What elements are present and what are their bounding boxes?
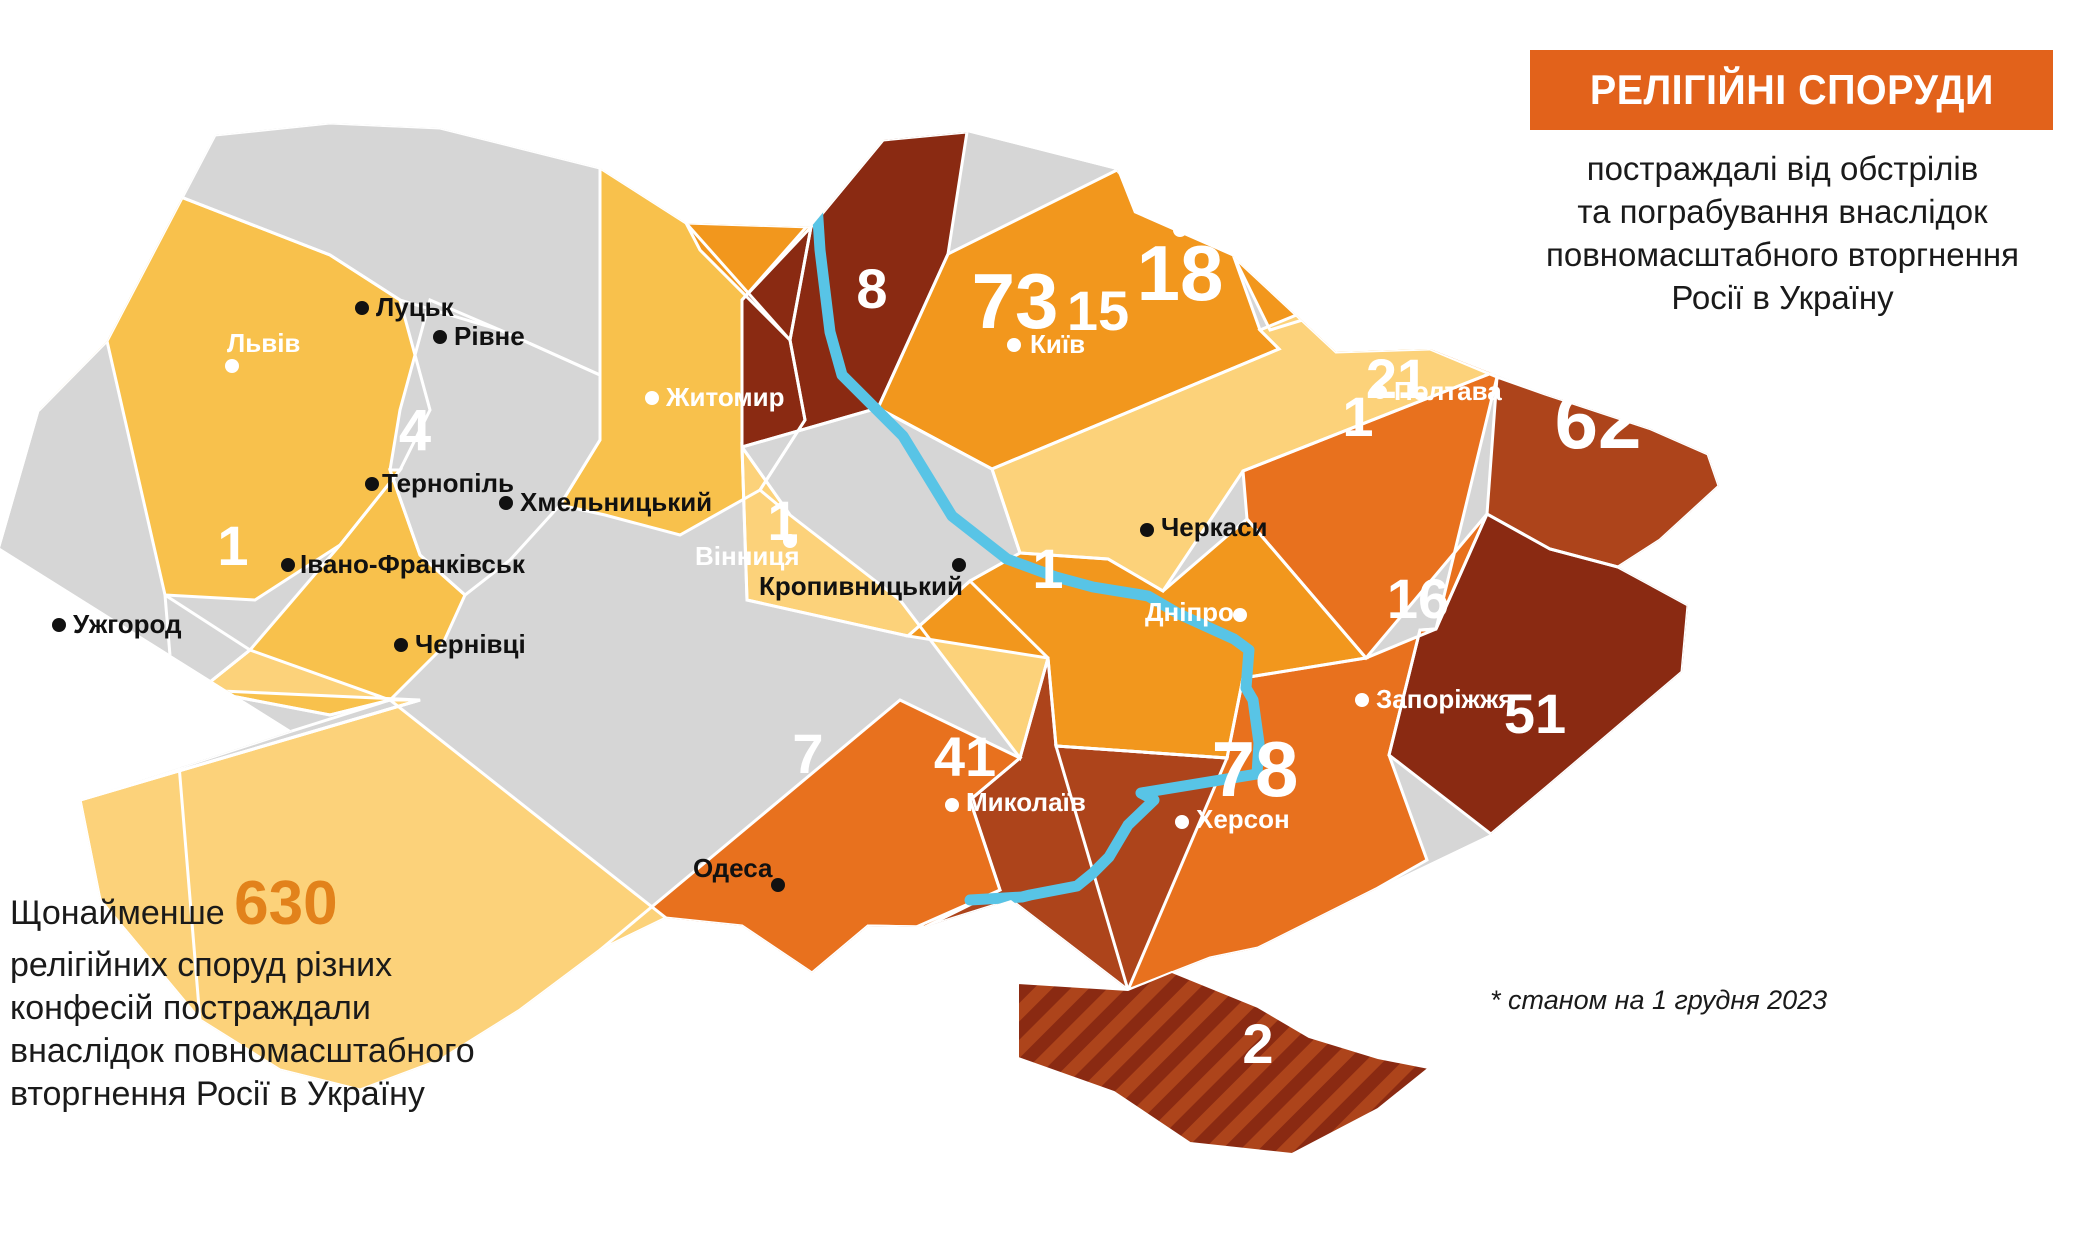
- svg-text:Кропивницький: Кропивницький: [759, 571, 963, 601]
- svg-text:62: 62: [1555, 377, 1642, 465]
- svg-text:Черкаси: Черкаси: [1161, 512, 1268, 542]
- svg-text:18: 18: [1137, 229, 1224, 317]
- svg-text:1: 1: [767, 489, 798, 552]
- svg-text:Львів: Львів: [227, 328, 300, 358]
- svg-text:21: 21: [1366, 347, 1428, 410]
- svg-text:Чернівці: Чернівці: [415, 629, 526, 659]
- svg-text:Ужгород: Ужгород: [73, 609, 182, 639]
- svg-text:8: 8: [856, 257, 887, 320]
- svg-text:16: 16: [1387, 567, 1449, 630]
- svg-text:83: 83: [1795, 357, 1882, 445]
- svg-text:Івано-Франківськ: Івано-Франківськ: [300, 549, 526, 579]
- svg-text:Луцьк: Луцьк: [376, 292, 455, 322]
- svg-text:146: 146: [1713, 551, 1843, 639]
- svg-text:Житомир: Житомир: [665, 382, 785, 412]
- svg-text:Луганськ: Луганськ: [1838, 553, 1956, 583]
- svg-text:Рівне: Рівне: [454, 321, 525, 351]
- svg-text:1: 1: [217, 514, 248, 577]
- svg-text:1: 1: [1032, 537, 1063, 600]
- svg-text:Запоріжжя: Запоріжжя: [1376, 684, 1513, 714]
- svg-text:7: 7: [792, 722, 823, 785]
- svg-text:Чернігів: Чернігів: [1190, 196, 1296, 226]
- svg-text:Тернопіль: Тернопіль: [382, 468, 514, 498]
- svg-text:41: 41: [934, 725, 996, 788]
- svg-text:15: 15: [1067, 279, 1129, 342]
- svg-text:Хмельницький: Хмельницький: [520, 487, 712, 517]
- svg-text:Дніпро: Дніпро: [1145, 597, 1234, 627]
- svg-text:51: 51: [1504, 682, 1566, 745]
- svg-text:73: 73: [972, 257, 1059, 345]
- svg-text:2: 2: [1242, 1012, 1273, 1075]
- svg-text:Одеса: Одеса: [693, 853, 773, 883]
- svg-text:4: 4: [399, 398, 431, 463]
- svg-text:78: 78: [1212, 725, 1299, 813]
- svg-text:Миколаїв: Миколаїв: [966, 787, 1086, 817]
- svg-text:1: 1: [1342, 385, 1373, 448]
- svg-text:Суми: Суми: [1320, 258, 1388, 288]
- svg-text:Донецьк: Донецьк: [1798, 706, 1909, 736]
